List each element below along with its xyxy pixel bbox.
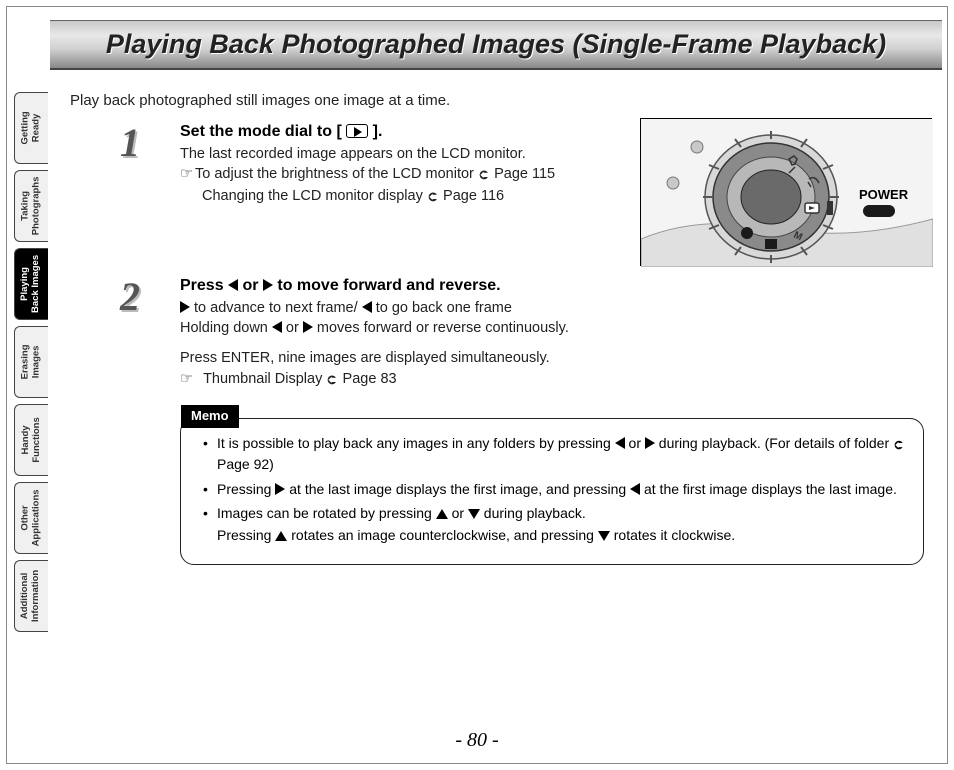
tab-getting-ready[interactable]: Getting Ready [14, 92, 48, 164]
tab-label: Handy Functions [21, 417, 43, 462]
xref-text: Thumbnail Display [203, 371, 326, 387]
step-1-title-post: ]. [368, 123, 382, 140]
left-arrow-icon [362, 301, 372, 313]
t: rotates an image counterclockwise, and p… [287, 527, 598, 543]
left-arrow-icon [228, 279, 238, 291]
xref-text: To adjust the brightness of the LCD moni… [195, 166, 478, 182]
right-arrow-icon [263, 279, 273, 291]
tab-label: Erasing Images [21, 345, 43, 380]
tab-additional-information[interactable]: Additional Information [14, 560, 48, 632]
intro-text: Play back photographed still images one … [70, 92, 934, 109]
memo-list: It is possible to play back any images i… [203, 433, 905, 523]
down-arrow-icon [598, 531, 610, 541]
step-2-title: Press or to move forward and reverse. [180, 277, 934, 295]
right-arrow-icon [180, 301, 190, 313]
t: or [238, 277, 263, 294]
t: to move forward and reverse. [273, 277, 501, 294]
step-1-title-pre: Set the mode dial to [ [180, 123, 346, 140]
t: to advance to next frame/ [190, 300, 362, 316]
t: to go back one frame [372, 300, 512, 316]
t: It is possible to play back any images i… [217, 435, 615, 451]
step-2: 2 Press or to move forward and reverse. … [120, 277, 934, 390]
step-number-1: 1 [120, 119, 164, 163]
t: Page 92) [217, 456, 274, 472]
t: Pressing [217, 527, 275, 543]
t: Press [180, 277, 228, 294]
memo-item-3: Images can be rotated by pressing or dur… [203, 503, 905, 523]
mode-dial-svg: M POWER [641, 119, 933, 267]
xref-page: Page 115 [490, 166, 555, 182]
tab-label: Other Applications [21, 489, 43, 546]
title-banner: Playing Back Photographed Images (Single… [50, 20, 942, 70]
t: Pressing [217, 481, 275, 497]
tab-label: Playing Back Images [21, 255, 43, 313]
pointer-icon: ☞ [180, 166, 193, 182]
up-arrow-icon [275, 531, 287, 541]
tab-erasing-images[interactable]: Erasing Images [14, 326, 48, 398]
step-2-line1: to advance to next frame/ to go back one… [180, 298, 934, 318]
cycle-icon: ➲ [427, 187, 439, 207]
t: Images can be rotated by pressing [217, 505, 436, 521]
power-label: POWER [859, 187, 909, 202]
tab-playing-back-images[interactable]: Playing Back Images [14, 248, 48, 320]
t: or [282, 320, 303, 336]
left-arrow-icon [630, 483, 640, 495]
memo-label: Memo [181, 405, 239, 428]
step-2-line3: Press ENTER, nine images are displayed s… [180, 348, 934, 368]
tab-label: Getting Ready [21, 111, 43, 144]
sidebar: Getting Ready Taking Photographs Playing… [14, 92, 50, 750]
t: or [625, 435, 645, 451]
t: or [448, 505, 468, 521]
t: at the first image displays the last ima… [640, 481, 897, 497]
xref-text: Changing the LCD monitor display [202, 188, 427, 204]
step-2-line2: Holding down or moves forward or reverse… [180, 318, 934, 338]
cycle-icon: ➲ [326, 370, 338, 390]
right-arrow-icon [645, 437, 655, 449]
cycle-icon: ➲ [478, 165, 490, 185]
t: during playback. [480, 505, 586, 521]
pointer-icon: ☞ [180, 371, 193, 387]
right-arrow-icon [275, 483, 285, 495]
tab-label: Taking Photographs [21, 177, 43, 236]
step-2-body: to advance to next frame/ to go back one… [180, 298, 934, 390]
tab-label: Additional Information [21, 570, 43, 622]
t: at the last image displays the first ima… [285, 481, 630, 497]
memo-item-1: It is possible to play back any images i… [203, 433, 905, 475]
memo-item-3-sub: Pressing rotates an image counterclockwi… [203, 525, 905, 545]
left-arrow-icon [272, 321, 282, 333]
t: during playback. (For details of folder [655, 435, 893, 451]
playback-mode-icon [346, 124, 368, 138]
memo-box: Memo It is possible to play back any ima… [180, 418, 924, 564]
down-arrow-icon [468, 509, 480, 519]
t: moves forward or reverse continuously. [313, 320, 569, 336]
page-number: - 80 - [0, 729, 954, 752]
t: Holding down [180, 320, 272, 336]
mode-dial-figure: M POWER [640, 118, 932, 266]
page-title: Playing Back Photographed Images (Single… [106, 29, 886, 60]
up-arrow-icon [436, 509, 448, 519]
t: rotates it clockwise. [610, 527, 735, 543]
tab-taking-photographs[interactable]: Taking Photographs [14, 170, 48, 242]
xref-page: Page 116 [439, 188, 504, 204]
step-number-2: 2 [120, 273, 164, 317]
step-2-xref: ☞ Thumbnail Display ➲ Page 83 [180, 369, 934, 390]
memo-item-2: Pressing at the last image displays the … [203, 479, 905, 499]
cycle-icon: ➲ [893, 434, 905, 454]
tab-other-applications[interactable]: Other Applications [14, 482, 48, 554]
xref-page: Page 83 [339, 371, 397, 387]
right-arrow-icon [303, 321, 313, 333]
tab-handy-functions[interactable]: Handy Functions [14, 404, 48, 476]
left-arrow-icon [615, 437, 625, 449]
